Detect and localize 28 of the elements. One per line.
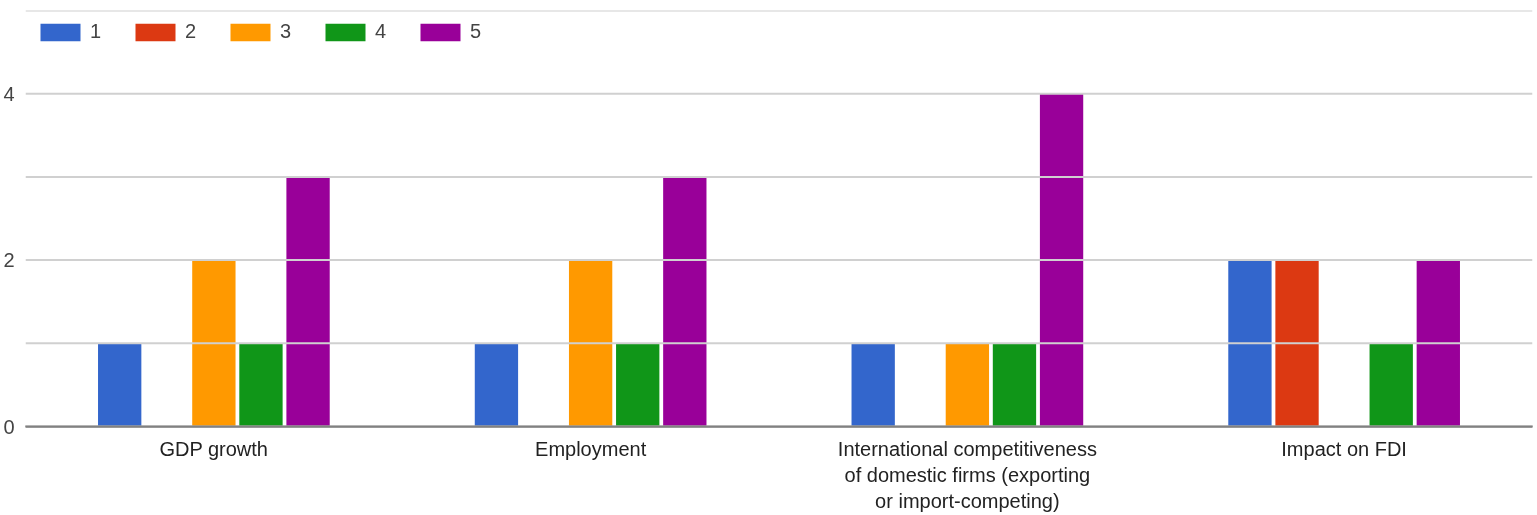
bar bbox=[1039, 93, 1084, 427]
legend-label: 4 bbox=[375, 20, 388, 43]
bar bbox=[1369, 343, 1413, 427]
y-tick-label: 0 bbox=[3, 415, 15, 438]
bar bbox=[98, 343, 142, 427]
bar bbox=[1228, 260, 1272, 427]
bar bbox=[1416, 260, 1460, 427]
bar bbox=[474, 343, 519, 427]
bar bbox=[568, 260, 613, 427]
legend-label: 1 bbox=[90, 20, 103, 43]
bar bbox=[286, 176, 330, 427]
bar bbox=[192, 260, 236, 427]
x-tick-label: Impact on FDI bbox=[1281, 437, 1407, 460]
bar bbox=[851, 343, 895, 427]
legend-label: 2 bbox=[185, 20, 198, 43]
legend-label: 3 bbox=[280, 20, 293, 43]
y-tick-label: 2 bbox=[3, 249, 15, 272]
legend-label: 5 bbox=[470, 20, 483, 43]
x-tick-label: International competitiveness of domestic firms (exporting or import-competing) bbox=[837, 437, 1097, 513]
bar bbox=[663, 176, 707, 427]
bar bbox=[945, 343, 990, 427]
bar bbox=[992, 343, 1037, 427]
bar bbox=[616, 343, 660, 427]
y-tick-label: 4 bbox=[3, 82, 15, 105]
bar bbox=[239, 343, 283, 427]
x-tick-label: GDP growth bbox=[159, 437, 268, 460]
x-tick-label: Employment bbox=[535, 437, 647, 460]
bar bbox=[1275, 260, 1319, 427]
